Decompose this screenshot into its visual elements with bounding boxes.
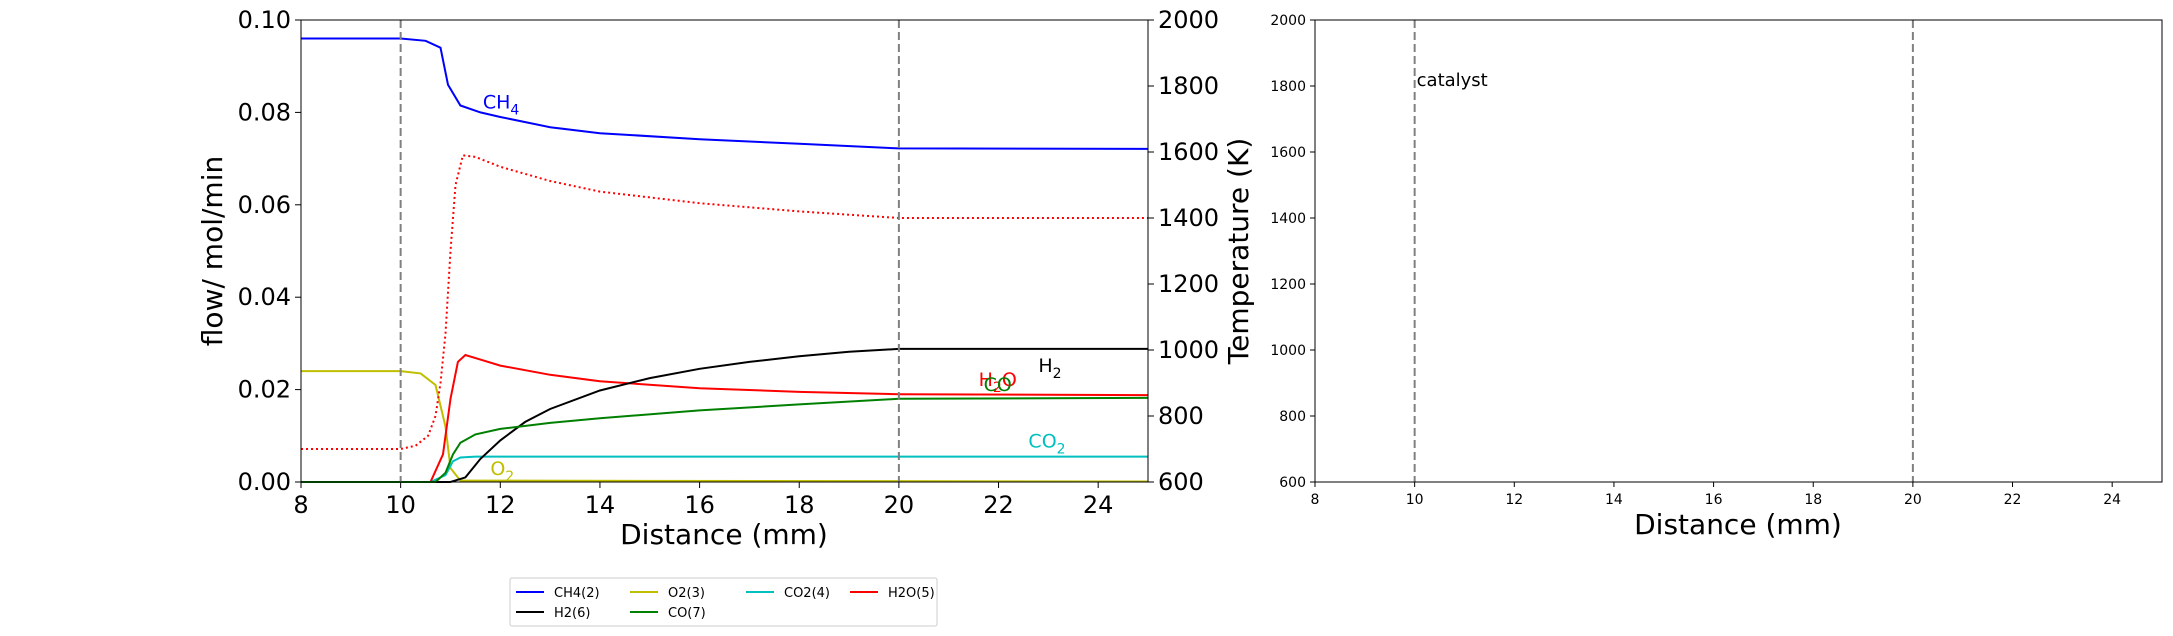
- left-x-axis-label: Distance (mm): [620, 518, 828, 551]
- left-plot-frame: [300, 19, 1149, 483]
- x-tick-label: 8: [1311, 492, 1320, 508]
- x-tick-label: 18: [1804, 492, 1822, 508]
- legend-label: CO(7): [668, 606, 706, 621]
- legend-label: H2O(5): [888, 586, 935, 601]
- x-tick-label: 14: [585, 491, 616, 519]
- x-tick-label: 20: [884, 491, 915, 519]
- y-tick-label: 800: [1279, 409, 1306, 425]
- legend-frame: [509, 577, 938, 627]
- right-x-ticks: 8 10 12 14 16 18 20 22 24: [1311, 482, 2121, 508]
- y-tick-label: 0.00: [238, 468, 291, 496]
- right-chart: 8 10 12 14 16 18 20 22 24 600 800 1000 1200 1400 1600…: [1270, 13, 2163, 541]
- y-tick-label: 1400: [1270, 211, 1306, 227]
- legend-label: CH4(2): [554, 586, 600, 601]
- left-x-ticks: 8 10 12 14 16 18 20 22 24: [293, 482, 1113, 519]
- legend: CH4(2) O2(3) CO2(4) H2O(5) H2(6) CO(7): [509, 577, 938, 627]
- y-tick-label: 1800: [1270, 79, 1306, 95]
- legend-label: CO2(4): [784, 586, 830, 601]
- right-y-tick-label: 2000: [1158, 6, 1219, 34]
- x-tick-label: 16: [684, 491, 715, 519]
- annotation-label: H2O: [979, 369, 1017, 396]
- annotation-label: CO2: [1028, 430, 1065, 457]
- legend-item-ch4-2: CH4(2): [516, 586, 600, 601]
- right-y-tick-label: 600: [1158, 468, 1204, 496]
- series-line-ch4-2: [301, 37, 1149, 150]
- y-tick-label: 600: [1279, 475, 1306, 491]
- left-lines-layer: [301, 37, 1149, 483]
- legend-label: H2(6): [554, 606, 590, 621]
- legend-label: O2(3): [668, 586, 705, 601]
- right-y-tick-label: 1200: [1158, 270, 1219, 298]
- x-tick-label: 24: [2103, 492, 2121, 508]
- y-tick-label: 0.08: [238, 98, 291, 126]
- right-x-axis-label: Distance (mm): [1634, 508, 1842, 541]
- y-tick-label: 1200: [1270, 277, 1306, 293]
- right-y-ticks-panel: 600 800 1000 1200 1400 1600 1800 2000: [1270, 13, 1315, 491]
- legend-item-h2-6: H2(6): [516, 606, 590, 621]
- x-tick-label: 16: [1705, 492, 1723, 508]
- right-y-axis-label: Temperature (K): [1222, 138, 1255, 365]
- right-y-tick-label: 1000: [1158, 336, 1219, 364]
- y-tick-label: 1000: [1270, 343, 1306, 359]
- annotation-label: H2: [1038, 355, 1061, 382]
- legend-item-h2o-5: H2O(5): [850, 586, 935, 601]
- left-y-ticks: 0.00 0.02 0.04 0.06 0.08 0.10: [238, 6, 301, 496]
- catalyst-label: catalyst: [1417, 70, 1488, 91]
- series-line-o2-3: [301, 370, 1149, 483]
- right-y-tick-label: 1600: [1158, 138, 1219, 166]
- right-vlines-layer: [1413, 20, 1914, 482]
- x-tick-label: 22: [983, 491, 1014, 519]
- right-y-ticks: 600 800 1000 1200 1400 1600 1800 2000: [1148, 6, 1219, 496]
- x-tick-label: 20: [1904, 492, 1922, 508]
- y-tick-label: 1600: [1270, 145, 1306, 161]
- x-tick-label: 18: [784, 491, 815, 519]
- left-chart: 8 10 12 14 16 18 20 22 24 0.000.020.040.060.080.…: [196, 6, 1255, 551]
- series-line-temperature: [301, 154, 1148, 450]
- right-y-tick-label: 1400: [1158, 204, 1219, 232]
- series-line-co2-4: [301, 455, 1148, 483]
- x-tick-label: 8: [293, 491, 308, 519]
- annotation-label: CH4: [483, 92, 520, 119]
- legend-entries: CH4(2) O2(3) CO2(4) H2O(5) H2(6) CO(7): [516, 586, 935, 621]
- x-tick-label: 14: [1605, 492, 1623, 508]
- annotation-label: CO: [984, 374, 1012, 396]
- right-plot-frame: [1314, 19, 2163, 483]
- left-y-axis-label: flow/ mol/min: [196, 156, 229, 346]
- y-tick-label: 0.02: [238, 376, 291, 404]
- y-tick-label: 2000: [1270, 13, 1306, 29]
- x-tick-label: 12: [485, 491, 516, 519]
- x-tick-label: 12: [1505, 492, 1523, 508]
- right-y-tick-label: 1800: [1158, 72, 1219, 100]
- annotation-label: O2: [490, 458, 514, 485]
- left-vlines-layer: [399, 20, 900, 482]
- y-tick-label: 0.06: [238, 191, 291, 219]
- right-y-tick-label: 800: [1158, 402, 1204, 430]
- y-tick-label: 0.04: [238, 283, 291, 311]
- legend-item-co2-4: CO2(4): [746, 586, 830, 601]
- series-line-h2o-5: [301, 353, 1149, 483]
- legend-item-co-7: CO(7): [630, 606, 706, 621]
- series-line-co-7: [301, 396, 1149, 483]
- right-annotations: catalyst: [1417, 70, 1488, 91]
- x-tick-label: 22: [2004, 492, 2022, 508]
- x-tick-label: 24: [1083, 491, 1114, 519]
- x-tick-label: 10: [385, 491, 416, 519]
- legend-item-o2-3: O2(3): [630, 586, 705, 601]
- series-line-h2-6: [301, 347, 1148, 483]
- x-tick-label: 10: [1406, 492, 1424, 508]
- y-tick-label: 0.10: [238, 6, 291, 34]
